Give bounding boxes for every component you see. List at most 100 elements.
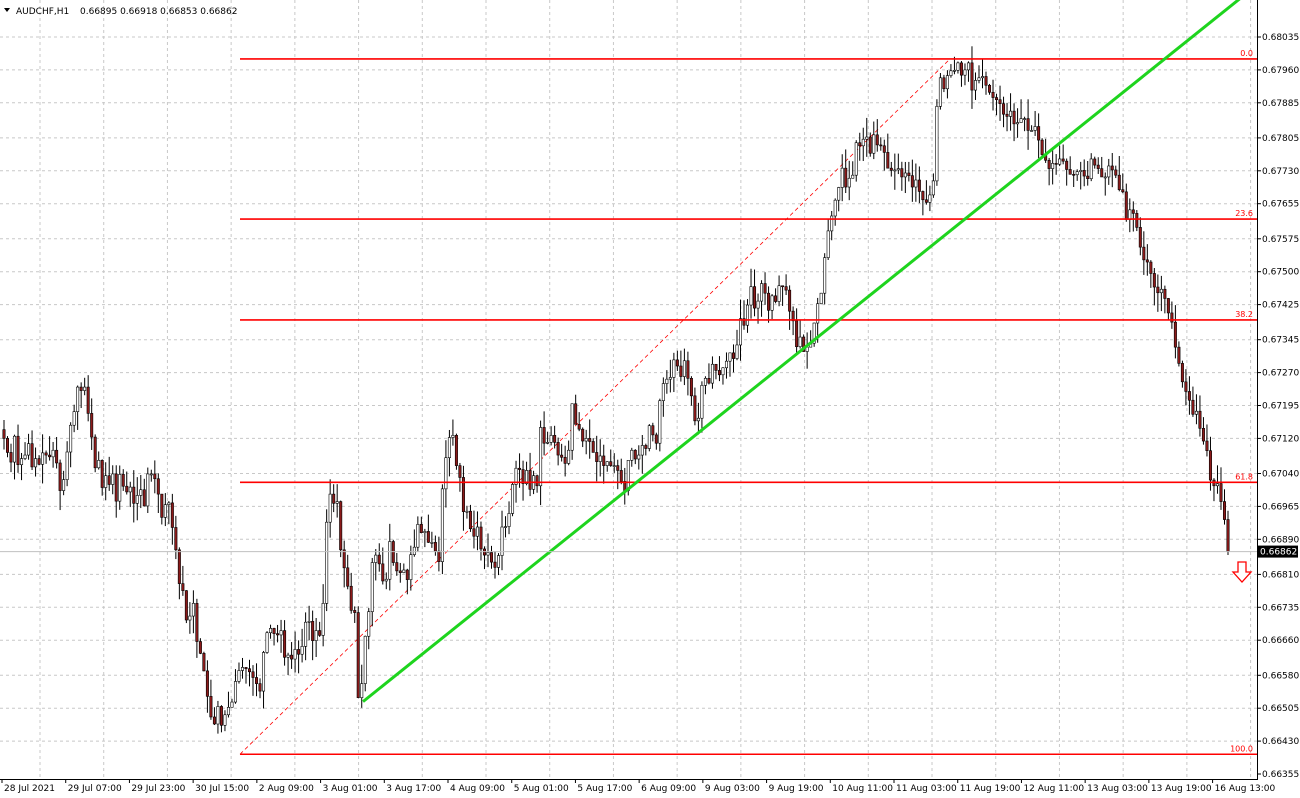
candle-body xyxy=(339,501,343,551)
candle-body xyxy=(931,180,935,196)
candle-body xyxy=(461,477,465,512)
candle-body xyxy=(1103,176,1107,179)
candle-body xyxy=(998,99,1002,104)
x-tick-label: 2 Aug 09:00 xyxy=(259,784,314,794)
candle-body xyxy=(107,475,111,485)
candle-body xyxy=(156,478,160,495)
candle-body xyxy=(1054,163,1058,165)
candle-body xyxy=(114,473,118,502)
triangle-down-icon[interactable] xyxy=(4,8,10,12)
candle-body xyxy=(272,628,276,634)
fibonacci-levels[interactable]: 0.0 23.6 38.2 61.8 100.0 xyxy=(240,49,1257,756)
candle-body xyxy=(518,467,522,470)
candle-body xyxy=(381,563,385,582)
candle-body xyxy=(633,449,637,460)
candle-body xyxy=(1222,501,1226,520)
candle-body xyxy=(1166,298,1170,314)
candle-body xyxy=(889,167,893,171)
candle-body xyxy=(844,167,848,188)
candle-body xyxy=(409,554,413,580)
candle-body xyxy=(2,429,6,439)
candle-body xyxy=(121,474,125,487)
candle-body xyxy=(248,668,252,673)
candle-body xyxy=(854,142,858,176)
candle-body xyxy=(788,289,792,312)
candle-body xyxy=(195,603,199,642)
candle-body xyxy=(882,145,886,153)
candle-body xyxy=(995,97,999,101)
candle-body xyxy=(37,458,41,465)
candle-body xyxy=(1012,110,1016,125)
y-tick-label: 0.67730 xyxy=(1262,167,1299,177)
candle-body xyxy=(167,502,171,505)
candle-body xyxy=(283,630,287,658)
candle-body xyxy=(472,528,476,537)
candle-body xyxy=(956,62,960,71)
candle-body xyxy=(430,542,434,544)
candle-body xyxy=(219,706,223,726)
candle-body xyxy=(34,458,38,468)
candle-body xyxy=(588,438,592,442)
y-tick-label: 0.67805 xyxy=(1262,134,1299,144)
trendline[interactable] xyxy=(362,0,1255,703)
candle-body xyxy=(412,546,416,555)
candle-body xyxy=(437,550,441,562)
candle-body xyxy=(1156,286,1160,294)
candle-body xyxy=(314,630,318,641)
candle-body xyxy=(346,567,350,587)
candle-body xyxy=(763,283,767,294)
candle-body xyxy=(356,612,360,698)
down-arrow-icon xyxy=(1231,561,1253,583)
candle-body xyxy=(170,502,174,528)
candle-body xyxy=(1110,165,1114,171)
candle-body xyxy=(318,630,322,636)
candle-body xyxy=(921,191,925,201)
candle-body xyxy=(630,449,634,461)
candle-body xyxy=(686,360,690,379)
candle-body xyxy=(41,452,45,465)
candle-body xyxy=(661,383,665,401)
x-tick-label: 6 Aug 09:00 xyxy=(641,784,696,794)
candle-body xyxy=(146,473,150,507)
candle-body xyxy=(1002,103,1006,115)
green-trendline[interactable] xyxy=(362,0,1255,703)
candle-body xyxy=(714,363,718,371)
candle-body xyxy=(647,425,651,449)
candle-body xyxy=(374,554,378,563)
candle-body xyxy=(269,628,273,634)
candle-body xyxy=(465,510,469,513)
candle-body xyxy=(97,460,101,469)
candle-body xyxy=(416,524,420,548)
x-tick-label: 16 Aug 13:00 xyxy=(1215,784,1276,794)
candle-body xyxy=(262,652,266,692)
candle-body xyxy=(335,501,339,504)
x-tick-label: 5 Aug 01:00 xyxy=(514,784,569,794)
candle-body xyxy=(104,475,108,488)
candle-body xyxy=(265,632,269,653)
y-tick-label: 0.67575 xyxy=(1262,235,1299,245)
candle-body xyxy=(111,473,115,485)
candle-body xyxy=(332,493,336,504)
candle-body xyxy=(980,76,984,79)
candle-body xyxy=(1194,410,1198,415)
candle-body xyxy=(1016,122,1020,125)
candle-body xyxy=(202,653,206,672)
y-tick-label: 0.67655 xyxy=(1262,200,1299,210)
candle-body xyxy=(626,460,630,491)
candle-body xyxy=(609,461,613,466)
candle-body xyxy=(949,70,953,76)
candle-body xyxy=(644,445,648,449)
candle-body xyxy=(181,583,185,591)
candle-body xyxy=(770,295,774,311)
candle-body xyxy=(1163,288,1167,299)
candle-body xyxy=(1149,261,1153,274)
candle-body xyxy=(739,318,743,346)
candle-body xyxy=(717,370,721,376)
candle-body xyxy=(616,465,620,471)
candle-body xyxy=(528,470,532,490)
candle-body xyxy=(861,138,865,147)
candle-body xyxy=(489,552,493,563)
candle-body xyxy=(405,569,409,580)
candle-body xyxy=(546,442,550,444)
